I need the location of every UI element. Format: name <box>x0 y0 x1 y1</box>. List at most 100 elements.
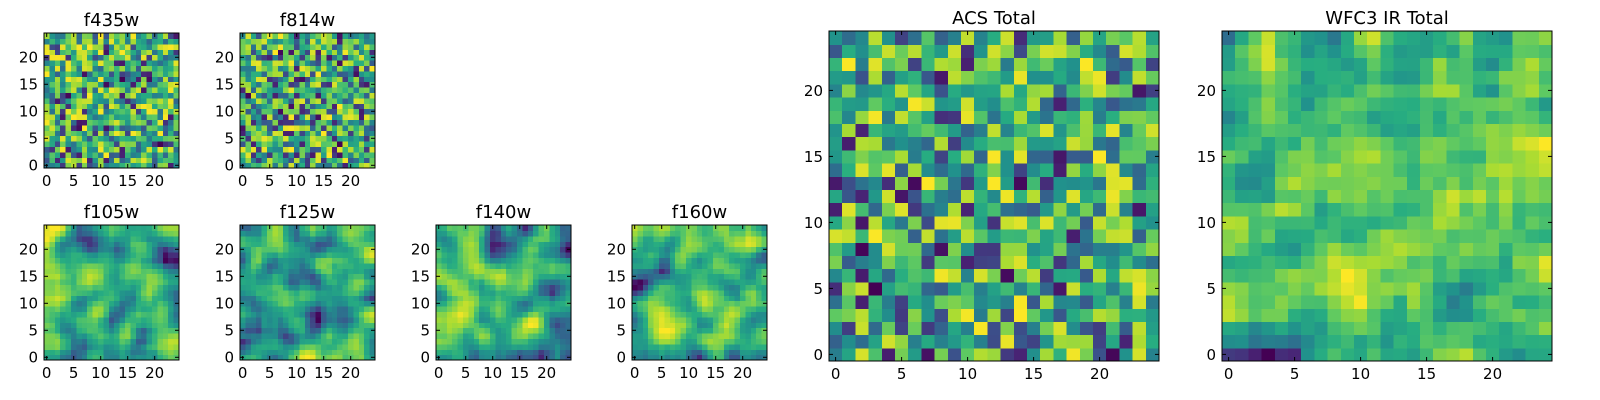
heatmap-cell <box>637 338 644 345</box>
heatmap-cell <box>533 252 540 258</box>
heatmap-cell <box>544 289 550 296</box>
heatmap-cell <box>1119 176 1134 190</box>
heatmap-cell <box>446 316 453 323</box>
heatmap-cell <box>506 295 513 302</box>
heatmap-cell <box>87 262 94 269</box>
heatmap-cell <box>304 343 311 350</box>
heatmap-cell <box>669 343 676 350</box>
heatmap-cell <box>718 300 725 307</box>
heatmap-cell <box>162 246 169 253</box>
heatmap-cell <box>1525 347 1540 362</box>
heatmap-cell <box>60 252 67 258</box>
heatmap-cell <box>560 289 567 296</box>
heatmap-cell <box>1486 215 1500 230</box>
heatmap-cell <box>321 141 327 147</box>
heatmap-cell <box>1406 321 1421 336</box>
heatmap-cell <box>441 316 448 323</box>
heatmap-cell <box>114 262 121 269</box>
heatmap-cell <box>1274 334 1289 349</box>
heatmap-cell <box>331 92 338 99</box>
heatmap-cell <box>130 124 137 131</box>
heatmap-cell <box>544 300 550 307</box>
heatmap-cell <box>283 230 290 237</box>
heatmap-cell <box>87 230 94 237</box>
heatmap-cell <box>152 273 158 280</box>
heatmap-cell <box>267 300 273 307</box>
heatmap-cell <box>1132 215 1147 230</box>
heatmap-cell <box>358 108 365 115</box>
heatmap-cell <box>506 349 513 356</box>
heatmap-cell <box>642 262 649 269</box>
heatmap-cell <box>331 130 338 137</box>
heatmap-cell <box>267 241 273 248</box>
heatmap-cell <box>669 246 676 253</box>
heatmap-cell <box>961 229 975 243</box>
heatmap-cell <box>1327 163 1342 177</box>
heatmap-cell <box>961 268 975 283</box>
heatmap-cell <box>642 306 649 312</box>
heatmap-cell <box>740 300 746 307</box>
x-tick-label: 20 <box>145 172 164 190</box>
heatmap-cell <box>49 241 56 248</box>
y-tick-label: 20 <box>607 241 626 259</box>
heatmap-cell <box>294 230 300 237</box>
heatmap-cell <box>495 289 502 296</box>
heatmap-cell <box>60 70 67 77</box>
heatmap-cell <box>277 135 284 142</box>
heatmap-cell <box>103 343 110 350</box>
heatmap-cell <box>441 257 448 264</box>
heatmap-cell <box>1274 189 1289 204</box>
heatmap-cell <box>288 108 295 115</box>
heatmap-cell <box>60 49 67 56</box>
heatmap-cell <box>261 338 268 345</box>
heatmap-cell <box>337 157 344 164</box>
heatmap-cell <box>364 257 371 264</box>
heatmap-cell <box>353 327 360 334</box>
heatmap-cell <box>1079 308 1094 322</box>
heatmap-cell <box>463 338 469 345</box>
heatmap-cell <box>495 354 502 361</box>
heatmap-cell <box>342 135 349 142</box>
heatmap-cell <box>173 338 180 345</box>
heatmap-cell <box>729 252 736 258</box>
heatmap-cell <box>162 311 169 318</box>
heatmap-cell <box>842 189 856 204</box>
heatmap-cell <box>495 316 502 323</box>
heatmap-cell <box>479 316 486 323</box>
heatmap-cell <box>1145 334 1160 349</box>
heatmap-cell <box>1066 334 1081 349</box>
heatmap-cell <box>675 354 682 361</box>
heatmap-cell <box>1053 189 1068 204</box>
heatmap-cell <box>277 343 284 350</box>
heatmap-cell <box>81 38 88 45</box>
heatmap-cell <box>119 135 126 142</box>
heatmap-cell <box>895 202 909 217</box>
heatmap-cell <box>92 300 99 307</box>
heatmap-cell <box>71 87 77 93</box>
heatmap-cell <box>92 246 99 253</box>
heatmap-cell <box>675 338 682 345</box>
heatmap-cell <box>71 333 77 339</box>
heatmap-cell <box>484 322 491 329</box>
heatmap-cell <box>49 49 56 56</box>
heatmap-cell <box>1354 163 1368 177</box>
heatmap-cell <box>756 316 763 323</box>
heatmap-cell <box>146 49 153 56</box>
heatmap-cell <box>87 114 94 120</box>
heatmap-cell <box>987 281 1002 296</box>
heatmap-cell <box>44 157 50 164</box>
heatmap-cell <box>157 103 164 110</box>
heatmap-cell <box>484 273 491 280</box>
heatmap-cell <box>288 279 295 285</box>
heatmap-cell <box>1027 242 1041 256</box>
heatmap-cell <box>272 130 279 137</box>
heatmap-cell <box>675 333 682 339</box>
heatmap-cell <box>331 246 338 253</box>
heatmap-cell <box>686 295 692 302</box>
heatmap-cell <box>315 135 322 142</box>
panel-title: f814w <box>280 10 335 31</box>
heatmap-cell <box>245 92 252 99</box>
heatmap-cell <box>723 349 730 356</box>
heatmap-cell <box>342 289 349 296</box>
